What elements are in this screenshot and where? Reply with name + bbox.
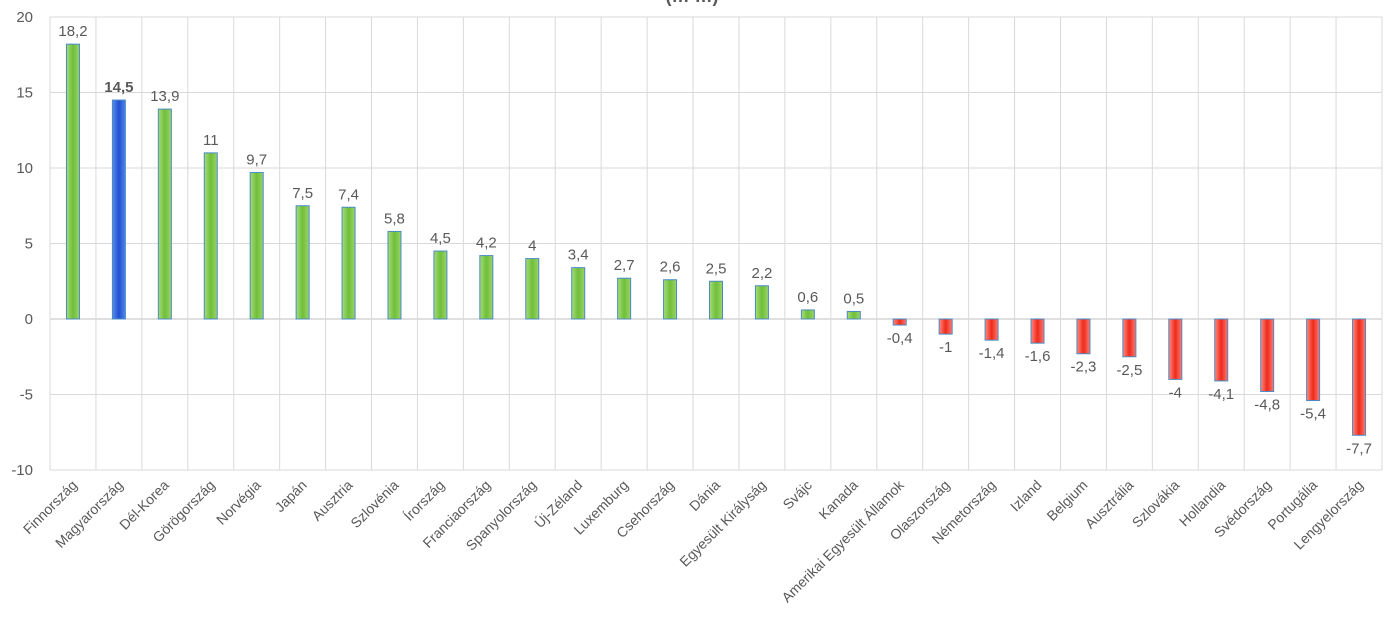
bar bbox=[1306, 318, 1321, 402]
x-axis-category-labels: FinnországMagyarországDél-KoreaGörögorsz… bbox=[20, 476, 1366, 605]
data-label: 5,8 bbox=[384, 210, 405, 227]
gridlines bbox=[49, 16, 1383, 471]
category-label: Egyesült Királyság bbox=[676, 477, 769, 570]
data-label: 7,5 bbox=[292, 185, 313, 202]
bar bbox=[525, 258, 540, 320]
bar bbox=[984, 318, 999, 341]
bar bbox=[1030, 318, 1045, 344]
data-label: 0,6 bbox=[797, 289, 818, 306]
bar bbox=[1122, 318, 1137, 358]
bar bbox=[111, 99, 126, 320]
bar bbox=[1214, 318, 1229, 382]
y-tick-label: -5 bbox=[20, 387, 33, 404]
data-label: -1,4 bbox=[979, 345, 1005, 362]
data-label: 2,2 bbox=[752, 265, 773, 282]
data-label: -1 bbox=[939, 339, 952, 356]
y-tick-label: 15 bbox=[16, 85, 33, 102]
bar bbox=[1352, 318, 1367, 436]
category-label: Írország bbox=[400, 477, 447, 524]
data-label: -2,3 bbox=[1071, 359, 1097, 376]
data-label: 2,7 bbox=[614, 257, 635, 274]
bar bbox=[479, 255, 494, 320]
data-label: -7,7 bbox=[1346, 440, 1372, 457]
bar bbox=[617, 277, 632, 320]
data-label: 14,5 bbox=[104, 79, 133, 96]
data-label: 2,5 bbox=[706, 260, 727, 277]
y-tick-label: 10 bbox=[16, 160, 33, 177]
bar bbox=[341, 206, 356, 320]
category-label: Norvégia bbox=[213, 477, 264, 528]
y-axis-tick-labels: 20 15 10 5 0 -5 -10 bbox=[11, 9, 33, 479]
data-label: 2,6 bbox=[660, 259, 681, 276]
bar bbox=[1260, 318, 1275, 392]
data-label: -4,1 bbox=[1208, 386, 1234, 403]
bars bbox=[65, 43, 1367, 436]
bar bbox=[433, 250, 448, 320]
data-label: -1,6 bbox=[1025, 348, 1051, 365]
y-tick-label: 0 bbox=[25, 311, 33, 328]
data-label: -2,5 bbox=[1116, 362, 1142, 379]
data-label: -4,8 bbox=[1254, 396, 1280, 413]
data-label: 4,5 bbox=[430, 230, 451, 247]
bar bbox=[249, 172, 264, 320]
category-label: Kanada bbox=[815, 477, 861, 523]
data-labels: 18,2 14,5 13,9 11 9,7 7,5 7,4 5,8 4,5 4,2 4 3,4 2,7 2… bbox=[58, 23, 1372, 457]
category-label: Ausztria bbox=[309, 477, 356, 524]
y-tick-label: -10 bbox=[11, 462, 33, 479]
data-label: 9,7 bbox=[246, 152, 267, 169]
category-label: Szlovákia bbox=[1129, 477, 1183, 531]
data-label: 3,4 bbox=[568, 247, 589, 264]
data-label: 0,5 bbox=[843, 290, 864, 307]
category-label: Szlovénia bbox=[347, 477, 401, 531]
data-label: 13,9 bbox=[150, 88, 179, 105]
data-label: 4 bbox=[528, 238, 536, 255]
category-label: Dánia bbox=[686, 477, 723, 514]
data-label: 7,4 bbox=[338, 186, 359, 203]
bar bbox=[938, 318, 953, 335]
category-label: Japán bbox=[271, 477, 309, 515]
data-label: 4,2 bbox=[476, 235, 497, 252]
data-label: 18,2 bbox=[58, 23, 87, 40]
bar bbox=[754, 285, 769, 320]
bar bbox=[157, 108, 172, 320]
bar bbox=[203, 152, 218, 320]
bar bbox=[663, 279, 678, 320]
bar bbox=[387, 230, 402, 320]
data-label: 11 bbox=[203, 132, 219, 149]
bar bbox=[571, 267, 586, 320]
bar bbox=[709, 280, 723, 320]
bar bbox=[65, 43, 80, 320]
bar bbox=[1076, 318, 1091, 355]
y-tick-label: 5 bbox=[25, 236, 33, 253]
category-label: Ausztrália bbox=[1082, 477, 1137, 532]
bar bbox=[1168, 318, 1183, 380]
bar bbox=[846, 310, 861, 320]
category-label: Svájc bbox=[779, 477, 815, 513]
bar bbox=[892, 318, 907, 326]
bar bbox=[800, 309, 815, 320]
data-label: -4 bbox=[1169, 384, 1182, 401]
data-label: -0,4 bbox=[887, 330, 913, 347]
chart-title: (… …) bbox=[666, 0, 719, 6]
bar bbox=[295, 205, 310, 320]
category-label: Belgium bbox=[1043, 477, 1090, 524]
category-label: Izland bbox=[1007, 477, 1045, 515]
data-label: -5,4 bbox=[1300, 406, 1326, 423]
y-tick-label: 20 bbox=[16, 9, 33, 26]
